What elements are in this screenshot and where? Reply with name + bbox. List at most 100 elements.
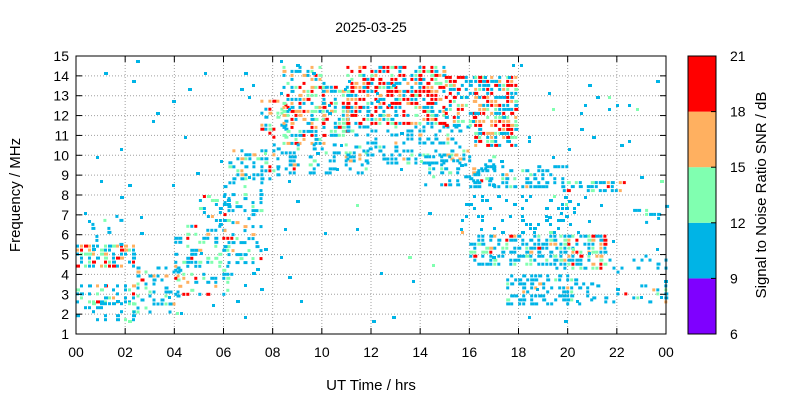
snr-point <box>464 95 469 99</box>
snr-point <box>268 99 272 103</box>
snr-point <box>529 223 532 226</box>
snr-point <box>378 85 382 89</box>
snr-point <box>92 248 96 251</box>
snr-point <box>390 117 395 121</box>
snr-point <box>360 163 364 167</box>
snr-point <box>537 185 542 189</box>
snr-point <box>478 127 483 131</box>
snr-point <box>284 167 288 171</box>
snr-point <box>438 73 442 77</box>
snr-point <box>328 112 332 115</box>
snr-point <box>464 87 468 91</box>
snr-point <box>422 65 426 69</box>
snr-point <box>468 123 472 127</box>
snr-point <box>378 81 382 85</box>
snr-point <box>452 99 456 103</box>
snr-point <box>473 258 477 262</box>
snr-point <box>223 185 228 189</box>
snr-point <box>390 85 394 89</box>
snr-point <box>214 228 218 232</box>
snr-point <box>80 244 83 248</box>
snr-point <box>456 119 460 123</box>
snr-point <box>132 302 137 306</box>
snr-point <box>426 109 431 113</box>
snr-point <box>578 181 582 185</box>
snr-point <box>486 79 490 83</box>
snr-point <box>346 97 350 101</box>
snr-point <box>554 298 558 302</box>
snr-point <box>645 208 649 212</box>
snr-point <box>444 159 449 163</box>
snr-point <box>570 294 575 298</box>
snr-point <box>280 256 283 259</box>
snr-point <box>478 95 482 99</box>
snr-point <box>537 234 541 238</box>
snr-point <box>494 111 499 115</box>
snr-point <box>478 139 483 143</box>
snr-point <box>414 157 418 161</box>
snr-point <box>288 171 292 175</box>
snr-point <box>294 113 298 117</box>
colorbar-tick-label: 21 <box>730 48 746 64</box>
snr-point <box>310 77 314 81</box>
snr-point <box>430 73 435 77</box>
snr-point <box>314 125 318 129</box>
snr-point <box>282 101 287 105</box>
snr-point <box>498 83 502 87</box>
snr-point <box>268 169 272 173</box>
snr-point <box>434 149 438 153</box>
snr-point <box>243 197 248 201</box>
snr-point <box>358 85 362 89</box>
snr-point <box>418 141 422 145</box>
snr-point <box>132 314 136 318</box>
snr-point <box>256 173 260 177</box>
snr-point <box>502 111 506 115</box>
snr-point <box>660 180 664 183</box>
snr-point <box>80 296 83 300</box>
snr-point <box>599 250 603 254</box>
snr-point <box>521 242 525 246</box>
snr-point <box>657 212 662 216</box>
snr-point <box>612 300 616 304</box>
snr-point <box>386 89 391 93</box>
snr-point <box>510 107 514 111</box>
snr-point <box>243 253 248 257</box>
snr-point <box>579 266 583 270</box>
snr-points <box>76 60 670 323</box>
snr-point <box>488 183 492 187</box>
snr-point <box>486 95 490 99</box>
snr-point <box>346 105 351 109</box>
snr-point <box>510 83 514 87</box>
snr-point <box>194 260 198 264</box>
snr-point <box>465 215 468 218</box>
snr-point <box>251 209 256 213</box>
snr-point <box>260 127 265 131</box>
snr-point <box>486 135 490 139</box>
snr-point <box>570 286 574 290</box>
snr-point <box>477 215 480 218</box>
snr-point <box>76 248 79 252</box>
snr-point <box>321 93 325 97</box>
snr-point <box>284 103 288 107</box>
colorbar-tick-label: 6 <box>730 326 738 342</box>
snr-point <box>591 250 596 254</box>
snr-point <box>448 87 453 91</box>
snr-point <box>456 159 460 163</box>
snr-point <box>290 125 294 129</box>
snr-point <box>422 117 426 121</box>
snr-point <box>513 234 517 238</box>
snr-point <box>243 225 248 229</box>
snr-point <box>144 270 148 274</box>
snr-point <box>120 256 124 260</box>
snr-point <box>112 256 115 260</box>
snr-point <box>321 117 325 121</box>
snr-point <box>553 238 558 242</box>
snr-point <box>538 282 543 286</box>
snr-point <box>136 266 141 270</box>
snr-point <box>624 292 628 296</box>
snr-point <box>394 97 399 101</box>
snr-point <box>132 244 135 248</box>
snr-point <box>382 157 387 161</box>
snr-point <box>498 103 502 107</box>
snr-point <box>226 236 230 240</box>
